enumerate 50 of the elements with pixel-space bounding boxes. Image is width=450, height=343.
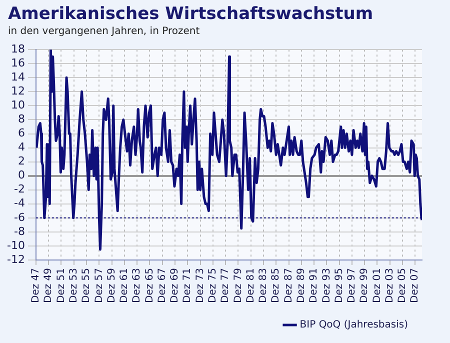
x-tick-label: Dez 89 [296, 268, 307, 304]
x-tick-label: Dez 81 [245, 268, 256, 304]
x-tick-label: Dez 53 [68, 268, 80, 304]
x-tick-label: Dez 85 [270, 268, 282, 304]
x-tick-label: Dez 63 [132, 268, 143, 304]
x-tick-label: Dez 73 [194, 268, 206, 304]
y-tick-label: 12 [10, 84, 25, 98]
x-tick-label: Dez 03 [384, 268, 396, 304]
y-tick-label: 8 [18, 112, 25, 126]
x-tick-label: Dez 99 [359, 268, 370, 304]
y-tick-label: -4 [14, 196, 25, 210]
x-tick-label: Dez 65 [144, 268, 156, 304]
x-tick-label: Dez 87 [283, 268, 294, 304]
y-tick-label: 10 [10, 98, 25, 112]
x-tick-label: Dez 97 [346, 268, 358, 304]
y-tick-label: 6 [18, 126, 25, 140]
x-tick-label: Dez 93 [321, 268, 332, 304]
legend-label: BIP QoQ (Jahresbasis) [300, 320, 408, 331]
x-tick-label: Dez 51 [56, 268, 67, 304]
x-tick-label: Dez 69 [170, 268, 181, 304]
x-tick-label: Dez 83 [258, 268, 270, 304]
x-tick-label: Dez 75 [208, 268, 219, 304]
x-tick-label: Dez 95 [334, 268, 345, 304]
x-tick-label: Dez 77 [220, 268, 232, 304]
x-tick-label: Dez 57 [94, 268, 105, 304]
y-tick-label: 0 [18, 168, 25, 182]
x-tick-label: Dez 67 [156, 268, 168, 304]
x-tick-label: Dez 05 [397, 268, 408, 304]
y-tick-label: -8 [14, 224, 25, 238]
x-tick-label: Dez 47 [30, 268, 42, 304]
x-tick-label: Dez 01 [372, 268, 383, 304]
x-tick-label: Dez 79 [232, 268, 244, 304]
y-tick-label: 14 [10, 70, 25, 84]
x-tick-label: Dez 59 [106, 268, 118, 304]
y-tick-label: -10 [7, 238, 25, 252]
x-tick-label: Dez 91 [308, 268, 320, 304]
y-tick-label: -12 [7, 252, 25, 266]
x-tick-label: Dez 55 [81, 268, 92, 304]
y-tick-label: 2 [18, 154, 25, 168]
y-tick-label: 4 [18, 140, 25, 154]
y-tick-label: 16 [10, 56, 25, 70]
y-tick-label: -2 [14, 182, 25, 196]
y-tick-label: -6 [14, 210, 25, 224]
x-tick-label: Dez 49 [43, 268, 54, 304]
x-tick-label: Dez 71 [182, 268, 194, 304]
y-tick-label: 18 [10, 42, 25, 56]
chart-title: Amerikanisches Wirtschaftswachstum [8, 4, 374, 24]
x-tick-label: Dez 07 [410, 268, 421, 304]
x-tick-label: Dez 61 [119, 268, 130, 304]
chart-subtitle: in den vergangenen Jahren, in Prozent [8, 26, 200, 37]
